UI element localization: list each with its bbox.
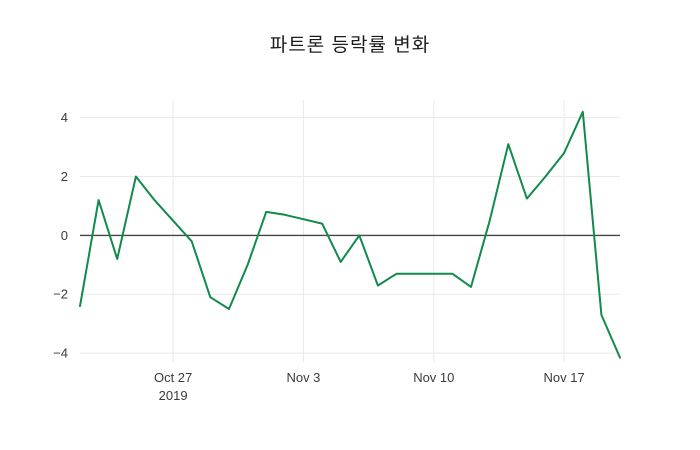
series-line xyxy=(79,110,621,359)
x-tick-label: Nov 3 xyxy=(286,370,320,385)
x-tick-label: Nov 17 xyxy=(544,370,585,385)
y-tick-label: 4 xyxy=(61,110,68,125)
y-tick-label: 2 xyxy=(61,169,68,184)
y-tick-label: −2 xyxy=(53,287,68,302)
y-tick-label: −4 xyxy=(53,346,68,361)
y-tick-label: 0 xyxy=(61,228,68,243)
chart-title: 파트론 등락률 변화 xyxy=(269,35,431,56)
x-tick-label: Oct 27 xyxy=(154,370,192,385)
x-tick-label: Nov 10 xyxy=(413,370,454,385)
x-tick-sublabel: 2019 xyxy=(159,388,188,403)
